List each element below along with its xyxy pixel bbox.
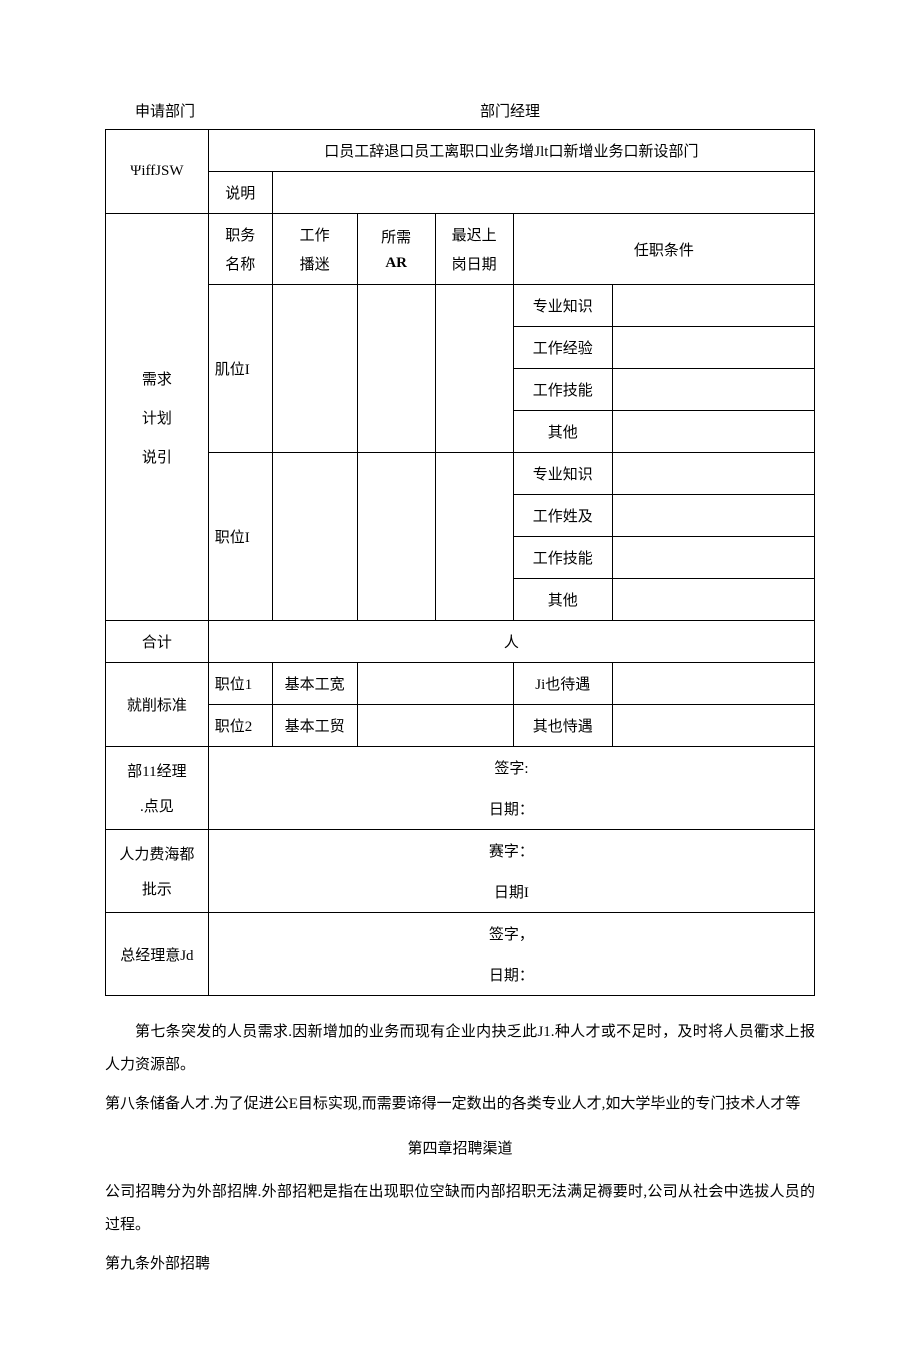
pos1-work-desc: [272, 285, 357, 453]
pos2-deadline: [435, 453, 513, 621]
article-8: 第八条储备人才.为了促进公E目标实现,而需要谛得一定数出的各类专业人才,如大学毕…: [105, 1088, 815, 1121]
demand-plan-label: 需求 计划 说引: [106, 214, 209, 621]
salary-pos2-label: 职位2: [208, 705, 272, 747]
pos1-q-experience-label: 工作经验: [513, 327, 612, 369]
pos1-q-skill-label: 工作技能: [513, 369, 612, 411]
pos2-q-knowledge-value: [612, 453, 814, 495]
salary-pos1-base-label: 基本工宽: [272, 663, 357, 705]
salary-pos2-other-value: [612, 705, 814, 747]
gm-date-label: 日期：: [208, 954, 814, 996]
pos2-q-skill-value: [612, 537, 814, 579]
pos1-required: [357, 285, 435, 453]
chapter-4-intro: 公司招聘分为外部招牌.外部招粑是指在出现职位空缺而内部招职无法满足褥要时,公司从…: [105, 1176, 815, 1242]
applying-dept-label: 申请部门: [135, 100, 195, 121]
gm-sign-label: 签字，: [208, 913, 814, 955]
plan-label-line3: 说引: [110, 446, 204, 467]
dept-manager-label: 部门经理: [480, 100, 540, 121]
pos2-required: [357, 453, 435, 621]
pos1-q-other-label: 其他: [513, 411, 612, 453]
dept-manager-date-label: 日期：: [208, 788, 814, 830]
pos1-q-knowledge-label: 专业知识: [513, 285, 612, 327]
explain-value: [272, 172, 814, 214]
position2-label: 职位I: [208, 453, 272, 621]
pos2-work-desc: [272, 453, 357, 621]
salary-pos1-other-value: [612, 663, 814, 705]
total-value: 人: [208, 621, 814, 663]
pos2-q-other-label: 其他: [513, 579, 612, 621]
pos1-deadline: [435, 285, 513, 453]
salary-pos1-other-label: Ji也待遇: [513, 663, 612, 705]
hr-approval-label: 人力费海都 批示: [106, 830, 209, 913]
pos1-q-skill-value: [612, 369, 814, 411]
article-7: 第七条突发的人员需求.因新增加的业务而现有企业内抉乏此J1.种人才或不足时，及时…: [105, 1016, 815, 1082]
total-label: 合计: [106, 621, 209, 663]
pos2-q-knowledge-label: 专业知识: [513, 453, 612, 495]
salary-pos2-other-label: 其也恃遇: [513, 705, 612, 747]
pos2-q-other-value: [612, 579, 814, 621]
apply-reason-label: ΨiffJSW: [106, 130, 209, 214]
col-deadline: 最迟上 岗日期: [435, 214, 513, 285]
hr-sign-label: 赛字：: [208, 830, 814, 872]
hr-date-label: 日期I: [208, 871, 814, 913]
form-header-row: 申请部门 部门经理: [105, 100, 815, 121]
plan-label-line1: 需求: [110, 368, 204, 389]
explain-label: 说明: [208, 172, 272, 214]
salary-pos2-base-value: [357, 705, 513, 747]
col-job-name: 职务 名称: [208, 214, 272, 285]
position1-label: 肌位I: [208, 285, 272, 453]
dept-manager-sign-label: 签字:: [208, 747, 814, 789]
application-form-table: ΨiffJSW 口员工辞退口员工离职口业务增Jlt口新增业务口新设部门 说明 需…: [105, 129, 815, 996]
reason-options-cell: 口员工辞退口员工离职口业务增Jlt口新增业务口新设部门: [208, 130, 814, 172]
gm-opinion-label: 总经理意Jd: [106, 913, 209, 996]
col-qualifications: 任职条件: [513, 214, 814, 285]
dept-manager-opinion-label: 部11经理 .点见: [106, 747, 209, 830]
salary-standard-label: 就削标准: [106, 663, 209, 747]
col-work-desc: 工作 播迷: [272, 214, 357, 285]
pos2-q-skill-label: 工作技能: [513, 537, 612, 579]
article-9: 第九条外部招聘: [105, 1248, 815, 1281]
chapter-4-title: 第四章招聘渠道: [105, 1133, 815, 1166]
plan-label-line2: 计划: [110, 407, 204, 428]
pos2-q-experience-value: [612, 495, 814, 537]
salary-pos1-base-value: [357, 663, 513, 705]
pos1-q-experience-value: [612, 327, 814, 369]
pos1-q-other-value: [612, 411, 814, 453]
pos2-q-experience-label: 工作姓及: [513, 495, 612, 537]
pos1-q-knowledge-value: [612, 285, 814, 327]
col-required: 所需 AR: [357, 214, 435, 285]
salary-pos2-base-label: 基本工贸: [272, 705, 357, 747]
salary-pos1-label: 职位1: [208, 663, 272, 705]
